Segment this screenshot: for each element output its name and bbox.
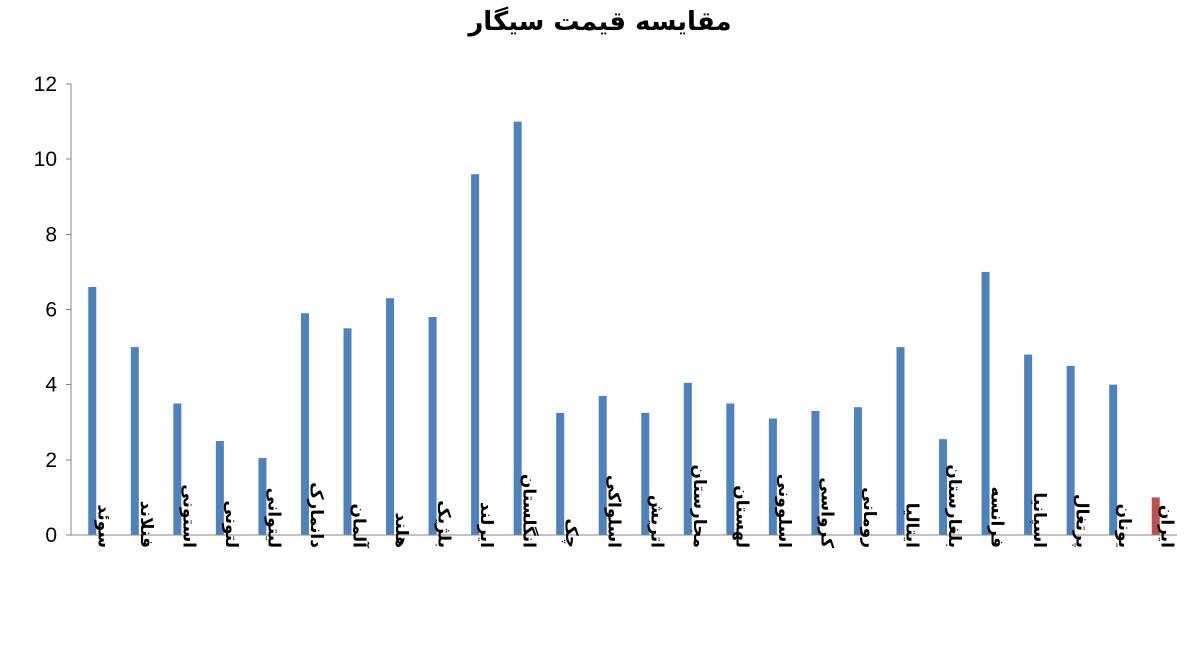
x-tick-label: ایتالیا: [902, 503, 922, 548]
y-tick-label: 2: [45, 449, 57, 472]
bar: [343, 328, 352, 535]
x-tick-label: چک: [561, 518, 581, 548]
bar: [173, 403, 182, 535]
bar: [215, 441, 224, 535]
bar: [853, 407, 862, 535]
x-tick-label: پرتغال: [1072, 494, 1092, 548]
x-tick-label: اسلوونی: [774, 474, 794, 548]
x-tick-label: ایران: [1157, 505, 1177, 548]
bar: [1066, 365, 1075, 535]
bar: [768, 418, 777, 535]
x-tick-label: آلمان: [349, 503, 371, 549]
y-axis: 0 2 4 6 8 10 12: [34, 73, 72, 547]
y-tick-label: 4: [45, 374, 57, 397]
x-tick-label: سوئد: [93, 504, 113, 548]
bar: [471, 174, 480, 535]
x-axis: سوئد فنلاند استونی لتونی لیتوانی دانمارک آلمان…: [71, 464, 1177, 549]
x-tick-label: ایرلند: [476, 502, 496, 548]
bar: [513, 121, 522, 535]
x-tick-label: اتریش: [646, 495, 666, 548]
bar: [1109, 384, 1118, 535]
x-tick-label: لهستان: [731, 485, 751, 548]
x-tick-label: اسلواکی: [604, 475, 624, 548]
x-tick-label: انگلستان: [519, 474, 540, 548]
y-tick-label: 8: [45, 223, 57, 246]
bar: [386, 298, 395, 535]
bar: [258, 457, 267, 535]
bar: [939, 439, 948, 535]
x-tick-label: دانمارک: [306, 482, 326, 548]
y-tick-label: 12: [34, 73, 57, 96]
bars: [88, 121, 1160, 535]
x-tick-label: یونان: [1114, 504, 1134, 548]
x-tick-label: فنلاند: [136, 501, 156, 548]
bar: [428, 317, 437, 535]
bar: [598, 395, 607, 535]
bar: [683, 382, 692, 535]
bar: [1151, 497, 1160, 535]
bar: [641, 412, 650, 535]
bar: [726, 403, 735, 535]
x-tick-label: استونی: [178, 484, 198, 548]
bar: [300, 313, 309, 535]
bar: [981, 271, 990, 535]
bar: [130, 347, 139, 535]
bar: [88, 286, 97, 535]
x-tick-label: مجارستان: [689, 465, 709, 549]
x-tick-label: فرانسه: [987, 486, 1007, 548]
y-tick-label: 6: [45, 299, 57, 322]
y-tick-label: 10: [34, 148, 57, 171]
y-tick-label: 0: [45, 524, 57, 547]
x-tick-label: کرواسی: [816, 477, 836, 548]
x-tick-label: لیتوانی: [263, 488, 283, 548]
x-tick-label: رومانی: [859, 487, 879, 548]
x-tick-label: هلند: [391, 513, 411, 549]
bar: [811, 410, 820, 535]
bar: [1024, 354, 1033, 535]
x-tick-label: بلغارستان: [944, 464, 964, 548]
bar: [896, 347, 905, 535]
bar: [556, 412, 565, 535]
chart-title: مقایسه قیمت سیگار: [466, 6, 731, 37]
x-tick-label: لتونی: [221, 500, 241, 548]
x-tick-label: بلژیک: [434, 500, 454, 548]
x-tick-label: اسپانیا: [1029, 492, 1049, 548]
